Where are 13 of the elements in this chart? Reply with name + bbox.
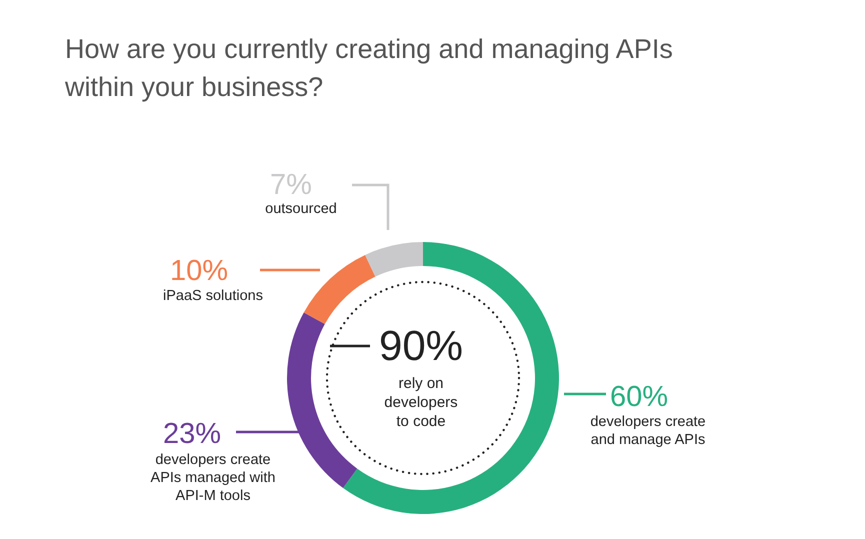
text: 90%	[378, 322, 464, 369]
donut-slice	[343, 242, 559, 514]
slice-label: developers create APIs managed with API-M tools	[150, 452, 276, 504]
slice-label: developers create and manage APIs	[590, 414, 706, 448]
slice-label: outsourced	[265, 201, 337, 217]
data-label: 10%	[170, 255, 228, 287]
data-label: 60%	[610, 381, 668, 413]
slice-label: iPaaS solutions	[163, 288, 263, 304]
data-label: 23%	[163, 418, 222, 450]
donut-slice	[304, 254, 376, 324]
donut-slice	[365, 242, 423, 277]
chart-title: How are you currently creating and managing APIs within your business?	[64, 34, 673, 102]
text: rely on developers to code	[384, 375, 458, 430]
